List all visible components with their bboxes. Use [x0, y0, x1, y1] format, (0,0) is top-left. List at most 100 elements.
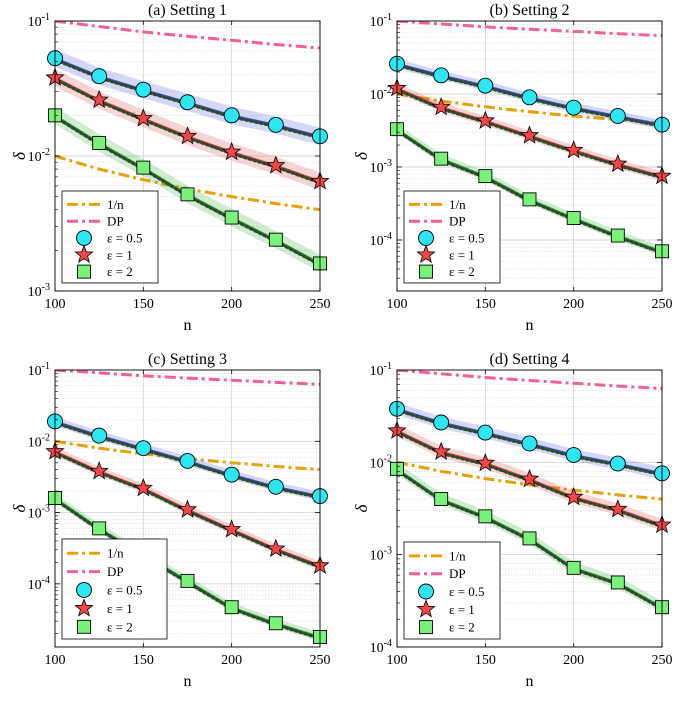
series-band-eps2 — [397, 124, 662, 257]
data-point-eps05 — [433, 414, 450, 431]
legend-label-eps1: ε = 1 — [107, 601, 133, 616]
legend-marker-eps05 — [418, 230, 434, 246]
data-point-eps1 — [475, 110, 495, 129]
legend-label-one-over-n: 1/n — [449, 197, 466, 212]
data-point-eps1 — [608, 153, 628, 173]
x-tick-label: 100 — [387, 653, 408, 668]
axes-box — [396, 369, 663, 648]
x-tick-label: 150 — [475, 653, 496, 668]
legend-label-one-over-n: 1/n — [449, 548, 466, 563]
chart-panel-1: 100 150 200 250 n 10-3 10-2 10-1 δ (a) Setting 1 1… — [10, 2, 331, 334]
legend-label-eps05: ε = 0.5 — [107, 231, 143, 246]
x-tick-label: 200 — [221, 653, 242, 668]
data-point-eps2 — [522, 531, 537, 546]
data-point-eps1 — [89, 461, 109, 480]
legend-label-dp: DP — [107, 214, 124, 229]
data-point-eps1 — [564, 140, 584, 159]
data-point-eps2 — [478, 509, 493, 524]
data-point-eps05 — [609, 108, 626, 124]
legend-label-eps1: ε = 1 — [107, 247, 133, 262]
x-tick-label: 250 — [652, 653, 673, 668]
data-point-eps05 — [179, 452, 196, 469]
data-point-eps2 — [610, 575, 625, 590]
y-tick-label: 10-2 — [28, 432, 50, 450]
legend-label-eps05: ε = 0.5 — [449, 584, 485, 599]
legend-label-one-over-n: 1/n — [107, 197, 124, 212]
data-point-eps05 — [223, 466, 240, 483]
chart-title: (b) Setting 2 — [490, 2, 570, 19]
y-tick-label: 10-1 — [370, 361, 392, 379]
series-band-eps2 — [55, 493, 320, 642]
data-point-eps1 — [89, 89, 109, 109]
data-point-eps05 — [521, 435, 538, 452]
data-point-eps05 — [267, 478, 284, 495]
y-axis-label: δ — [352, 503, 371, 512]
chart-panel-3: 100 150 200 250 n 10-4 10-3 10-2 10-1 δ (c) Settin… — [10, 351, 331, 690]
y-axis-label: δ — [10, 151, 29, 160]
chart-title: (a) Setting 1 — [148, 2, 227, 19]
y-tick-label: 10-4 — [370, 638, 392, 656]
legend-label-dp: DP — [449, 566, 466, 581]
data-point-eps2 — [92, 521, 107, 536]
y-axis-label: δ — [352, 151, 371, 160]
series-line-dp — [397, 370, 662, 390]
legend-label-eps1: ε = 1 — [449, 247, 475, 262]
data-point-eps2 — [180, 573, 195, 588]
data-point-eps1 — [519, 468, 540, 488]
data-point-eps1 — [608, 499, 628, 518]
data-point-eps05 — [135, 81, 152, 98]
x-tick-label: 200 — [221, 297, 242, 312]
legend-label-eps2: ε = 2 — [107, 264, 133, 279]
data-point-eps05 — [477, 424, 494, 441]
legend-marker-eps2 — [77, 264, 91, 279]
data-point-eps05 — [179, 94, 196, 111]
data-point-eps2 — [478, 169, 493, 184]
data-point-eps2 — [224, 210, 239, 225]
data-point-eps1 — [266, 538, 286, 558]
legend-marker-eps1 — [416, 599, 436, 618]
x-tick-label: 100 — [45, 653, 66, 668]
data-point-eps1 — [133, 108, 153, 127]
x-tick-label: 250 — [310, 297, 331, 312]
legend-label-eps1: ε = 1 — [449, 602, 475, 617]
data-point-eps05 — [223, 107, 240, 124]
data-point-eps05 — [91, 427, 108, 444]
y-tick-label: 10-1 — [370, 12, 392, 30]
legend-marker-eps2 — [77, 619, 91, 634]
data-point-eps05 — [433, 67, 450, 84]
chart-title: (c) Setting 3 — [148, 351, 227, 368]
legend-marker-eps2 — [419, 620, 433, 635]
data-point-eps2 — [180, 187, 195, 202]
data-point-eps05 — [91, 68, 108, 85]
data-point-eps05 — [609, 455, 626, 472]
data-point-eps1 — [564, 486, 584, 506]
legend-marker-eps1 — [416, 244, 436, 263]
chart-panel-2: 100 150 200 250 n 10-4 10-3 10-2 10-1 δ (b) Settin… — [352, 2, 673, 334]
y-tick-label: 10-4 — [28, 575, 50, 593]
legend-label-eps2: ε = 2 — [107, 619, 133, 634]
chart-panel-4: 100 150 200 250 n 10-4 10-3 10-2 10-1 δ (d) Settin… — [352, 351, 673, 690]
y-tick-label: 10-2 — [370, 453, 392, 471]
data-point-eps2 — [136, 160, 151, 175]
x-tick-label: 150 — [133, 653, 154, 668]
y-tick-label: 10-2 — [28, 147, 50, 165]
axes-box — [396, 20, 663, 292]
legend-marker-eps05 — [76, 230, 92, 246]
data-point-eps2 — [92, 135, 107, 150]
x-tick-label: 150 — [133, 297, 154, 312]
data-point-eps1 — [431, 97, 451, 116]
data-point-eps2 — [224, 600, 239, 615]
data-point-eps2 — [434, 492, 449, 507]
legend-label-dp: DP — [107, 564, 124, 579]
data-point-eps05 — [565, 447, 582, 463]
y-tick-label: 10-1 — [28, 12, 50, 30]
legend-marker-eps1 — [74, 244, 94, 263]
data-point-eps1 — [133, 478, 153, 497]
data-point-eps05 — [565, 99, 582, 116]
x-tick-label: 200 — [563, 653, 584, 668]
data-point-eps1 — [177, 126, 198, 145]
y-axis-label: δ — [10, 503, 29, 512]
